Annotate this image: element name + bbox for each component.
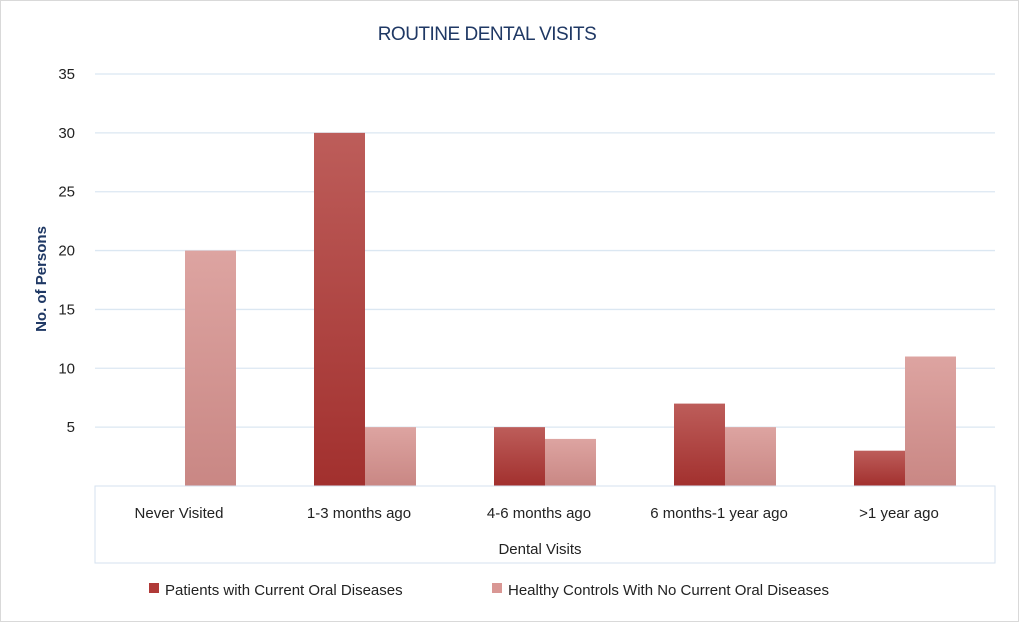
legend-label: Patients with Current Oral Diseases [165,582,403,599]
y-tick-label: 15 [58,301,75,318]
bar-patients [854,450,905,486]
y-axis-ticks: 5 10 15 20 25 30 35 [58,66,75,436]
y-axis-title: No. of Persons [33,226,50,332]
legend-label: Healthy Controls With No Current Oral Di… [508,582,829,599]
bar-patients [314,132,365,486]
y-tick-label: 20 [58,243,75,260]
x-tick-label: >1 year ago [859,505,939,522]
legend-swatch [149,583,159,593]
x-axis-title: Dental Visits [498,541,581,558]
x-tick-label: Never Visited [135,505,224,522]
x-tick-label: 4-6 months ago [487,505,591,522]
category-labels: Never Visited 1-3 months ago 4-6 months ag… [135,505,939,522]
bar-controls [365,427,416,486]
y-tick-label: 30 [58,125,75,142]
x-tick-label: 6 months-1 year ago [650,505,788,522]
bar-controls [905,356,956,486]
y-tick-label: 5 [67,419,75,436]
legend-swatch [492,583,502,593]
bar-patients [674,403,725,486]
y-tick-label: 35 [58,66,75,83]
chart-title: ROUTINE DENTAL VISITS [378,24,597,45]
x-tick-label: 1-3 months ago [307,505,411,522]
y-tick-label: 10 [58,360,75,377]
bar-controls [545,438,596,486]
y-tick-label: 25 [58,184,75,201]
gridlines [95,73,995,428]
bar-patients [494,427,545,486]
bar-controls [725,427,776,486]
category-axis-box [94,485,996,564]
bars [185,132,956,486]
legend: Patients with Current Oral Diseases Healt… [149,582,829,599]
bar-controls [185,250,236,486]
